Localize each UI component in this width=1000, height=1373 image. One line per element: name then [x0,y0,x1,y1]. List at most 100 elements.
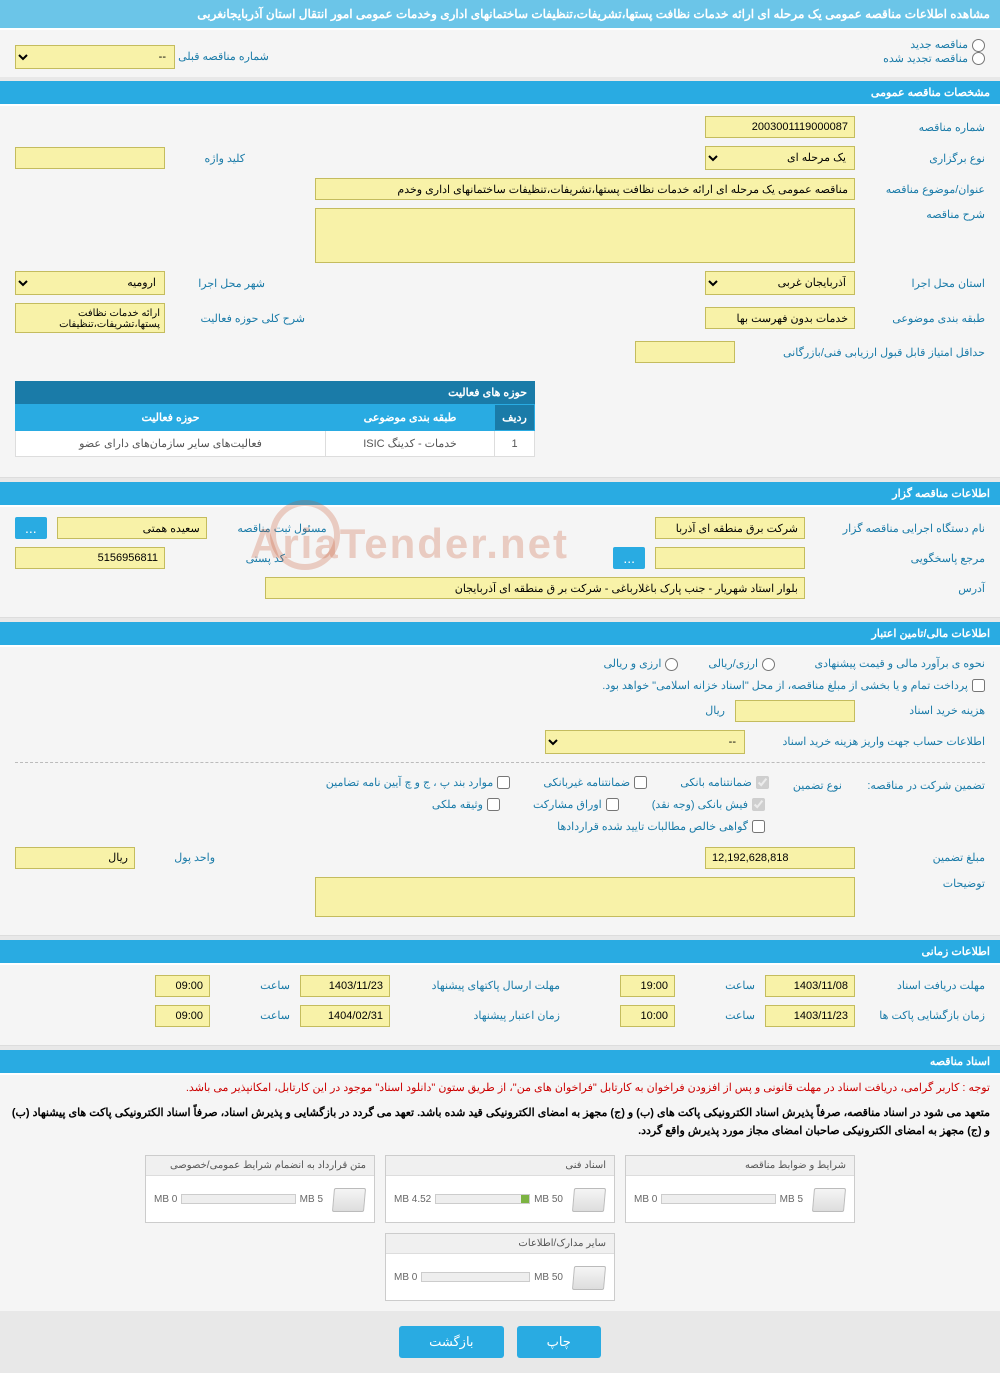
back-button[interactable]: بازگشت [399,1326,503,1358]
type-select[interactable]: یک مرحله ای [705,146,855,170]
guarantee-label: تضمین شرکت در مناقصه: [845,779,985,792]
open-time-time-label: ساعت [685,1009,755,1022]
address-input[interactable] [265,577,805,599]
submit-deadline-time[interactable] [155,975,210,997]
reg-officer-more-button[interactable]: ... [15,517,47,539]
payment-account-label: اطلاعات حساب جهت واریز هزینه خرید اسناد [755,735,985,748]
notes-textarea[interactable] [315,877,855,917]
check-nonbank-guarantee[interactable]: ضمانتنامه غیربانکی [543,776,647,789]
section-docs-header: اسناد مناقصه [0,1050,1000,1075]
payment-account-select[interactable]: -- [545,730,745,754]
file-size-bar: 50 MB4.52 MB [394,1194,563,1205]
file-panel[interactable]: اسناد فنی 50 MB4.52 MB [385,1155,615,1223]
address-label: آدرس [815,582,985,595]
open-time-time[interactable] [620,1005,675,1027]
receive-deadline-time[interactable] [620,975,675,997]
min-score-label: حداقل امتیاز قابل قبول ارزیابی فنی/بازرگ… [745,346,985,359]
receive-time-label: ساعت [685,979,755,992]
subject-input[interactable] [315,178,855,200]
validity-date[interactable] [300,1005,390,1027]
province-select[interactable]: آذربایجان غربی [705,271,855,295]
section-general-header: مشخصات مناقصه عمومی [0,81,1000,106]
currency-input[interactable] [15,847,135,869]
prev-tender-label: شماره مناقصه قبلی [178,51,269,63]
folder-icon [571,1262,606,1292]
file-panel-title: متن قرارداد به انضمام شرایط عمومی/خصوصی [146,1156,374,1176]
radio-fx[interactable]: ارزی و ریالی [603,657,678,671]
postal-input[interactable] [15,547,165,569]
doc-cost-unit: ریال [655,704,725,717]
check-cash[interactable]: فیش بانکی (وجه نقد) [652,798,765,811]
subject-label: عنوان/موضوع مناقصه [865,183,985,196]
keyword-input[interactable] [15,147,165,169]
doc-cost-input[interactable] [735,700,855,722]
estimate-label: نحوه ی برآورد مالی و قیمت پیشنهادی [785,657,985,670]
file-panel[interactable]: سایر مدارک/اطلاعات50 MB0 MB [385,1233,615,1301]
tender-no-input[interactable] [705,116,855,138]
category-label: طبقه بندی موضوعی [865,312,985,325]
page-title: مشاهده اطلاعات مناقصه عمومی یک مرحله ای … [0,0,1000,30]
radio-renewed-label: مناقصه تجدید شده [883,53,968,65]
validity-time-label: ساعت [220,1009,290,1022]
activity-scope-input[interactable]: ارائه خدمات نظافت پستها،تشریفات،تنظیفات [15,303,165,333]
currency-label: واحد پول [145,851,215,864]
reg-officer-input[interactable] [57,517,207,539]
prev-tender-select[interactable]: -- [15,45,175,69]
validity-label: زمان اعتبار پیشنهاد [400,1009,560,1022]
receive-deadline-date[interactable] [765,975,855,997]
cell-scope: فعالیت‌های سایر سازمان‌های دارای عضو [16,431,326,457]
open-time-date[interactable] [765,1005,855,1027]
city-label: شهر محل اجرا [175,277,265,290]
treasury-check[interactable]: پرداخت تمام و یا بخشی از مبلغ مناقصه، از… [602,679,985,692]
validity-time[interactable] [155,1005,210,1027]
guarantee-amount-input[interactable] [705,847,855,869]
province-label: استان محل اجرا [865,277,985,290]
radio-new-label: مناقصه جدید [910,39,968,51]
contact-input[interactable] [655,547,805,569]
file-size-bar: 5 MB0 MB [634,1194,803,1205]
reg-officer-label: مسئول ثبت مناقصه [217,522,327,535]
section-timing-header: اطلاعات زمانی [0,940,1000,965]
guarantee-type-label: نوع تضمین [772,779,842,792]
activity-table-title: حوزه های فعالیت [15,381,535,404]
min-score-input[interactable] [635,341,735,363]
activity-scope-label: شرح کلی حوزه فعالیت [175,312,305,325]
exec-name-label: نام دستگاه اجرایی مناقصه گزار [815,522,985,535]
check-bank-guarantee[interactable]: ضمانتنامه بانکی [680,776,769,789]
description-label: شرح مناقصه [865,208,985,221]
radio-new-tender[interactable]: مناقصه جدید [910,38,985,52]
th-scope: حوزه فعالیت [16,405,326,431]
type-label: نوع برگزاری [865,152,985,165]
doc-cost-label: هزینه خرید اسناد [865,704,985,717]
contact-more-button[interactable]: ... [613,547,645,569]
category-input[interactable] [705,307,855,329]
file-panel[interactable]: متن قرارداد به انضمام شرایط عمومی/خصوصی5… [145,1155,375,1223]
guarantee-amount-label: مبلغ تضمین [865,851,985,864]
radio-rl[interactable]: ارزی/ریالی [708,657,775,671]
file-panel[interactable]: شرایط و ضوابط مناقصه5 MB0 MB [625,1155,855,1223]
submit-deadline-label: مهلت ارسال پاکتهای پیشنهاد [400,979,560,992]
notice-red: توجه : کاربر گرامی، دریافت اسناد در مهلت… [0,1075,1000,1100]
exec-name-input[interactable] [655,517,805,539]
folder-icon [571,1184,606,1214]
section-org-header: اطلاعات مناقصه گزار [0,482,1000,507]
table-row: 1 خدمات - کدینگ ISIC فعالیت‌های سایر ساز… [16,431,535,457]
cell-row: 1 [495,431,535,457]
th-row: ردیف [495,405,535,431]
print-button[interactable]: چاپ [517,1326,601,1358]
check-securities[interactable]: اوراق مشارکت [533,798,619,811]
submit-deadline-date[interactable] [300,975,390,997]
file-panel-title: اسناد فنی [386,1156,614,1176]
open-time-label: زمان بازگشایی پاکت ها [865,1009,985,1022]
radio-renewed-tender[interactable]: مناقصه تجدید شده [883,52,985,66]
notes-label: توضیحات [865,877,985,890]
description-textarea[interactable] [315,208,855,263]
cell-category: خدمات - کدینگ ISIC [326,431,495,457]
file-panel-title: سایر مدارک/اطلاعات [386,1234,614,1254]
check-items-bpjv[interactable]: موارد بند پ ، ج و چ آیین نامه تضامین [326,776,510,789]
city-select[interactable]: ارومیه [15,271,165,295]
check-receivables[interactable]: گواهی خالص مطالبات تایید شده قراردادها [557,820,765,833]
tender-no-label: شماره مناقصه [865,121,985,134]
activity-table: حوزه های فعالیت ردیف طبقه بندی موضوعی حو… [15,381,535,457]
check-property[interactable]: وثیقه ملکی [432,798,500,811]
